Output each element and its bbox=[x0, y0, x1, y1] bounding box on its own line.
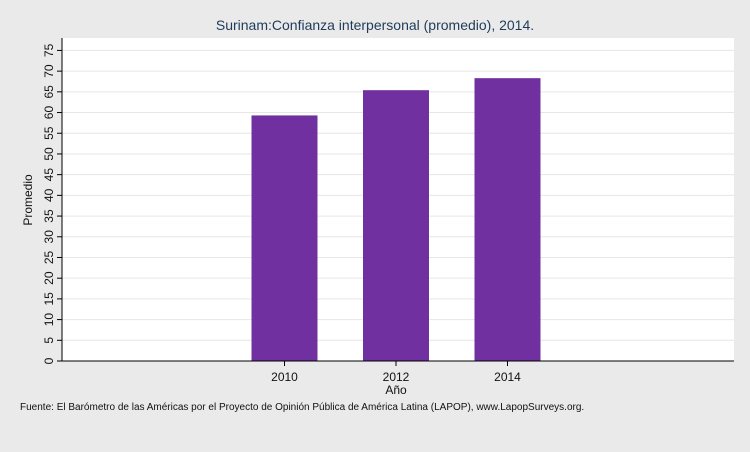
y-tick-label: 40 bbox=[42, 188, 56, 202]
bar-2014 bbox=[474, 78, 541, 362]
y-tick-label: 50 bbox=[42, 147, 56, 161]
y-tick-label: 70 bbox=[42, 64, 56, 78]
y-tick-label: 15 bbox=[42, 292, 56, 306]
x-tick-label-2014: 2014 bbox=[494, 370, 521, 384]
y-tick-label: 25 bbox=[42, 250, 56, 264]
y-tick-label: 60 bbox=[42, 106, 56, 120]
y-tick-label: 30 bbox=[42, 230, 56, 244]
y-tick-label: 45 bbox=[42, 168, 56, 182]
y-ticks: 0 5 10 15 20 25 30 35 40 45 50 55 60 65 70 75 bbox=[42, 43, 62, 364]
y-axis-label: Promedio bbox=[21, 174, 35, 226]
y-tick-label: 5 bbox=[42, 337, 56, 344]
y-tick-label: 10 bbox=[42, 313, 56, 327]
bars bbox=[251, 78, 541, 362]
y-tick-label: 20 bbox=[42, 271, 56, 285]
x-tick-label-2012: 2012 bbox=[383, 370, 410, 384]
y-tick-label: 55 bbox=[42, 126, 56, 140]
x-axis-label: Año bbox=[385, 383, 407, 397]
y-tick-label: 65 bbox=[42, 85, 56, 99]
y-tick-label: 35 bbox=[42, 209, 56, 223]
x-ticks: 2010 2012 2014 bbox=[271, 361, 521, 384]
chart-title: Surinam:Confianza interpersonal (promedi… bbox=[216, 17, 534, 33]
source-note: Fuente: El Barómetro de las Américas por… bbox=[20, 402, 584, 413]
x-tick-label-2010: 2010 bbox=[271, 370, 298, 384]
y-tick-label: 0 bbox=[42, 357, 56, 364]
bar-2012 bbox=[363, 90, 429, 361]
y-tick-label: 75 bbox=[42, 43, 56, 57]
bar-2010 bbox=[251, 115, 318, 361]
